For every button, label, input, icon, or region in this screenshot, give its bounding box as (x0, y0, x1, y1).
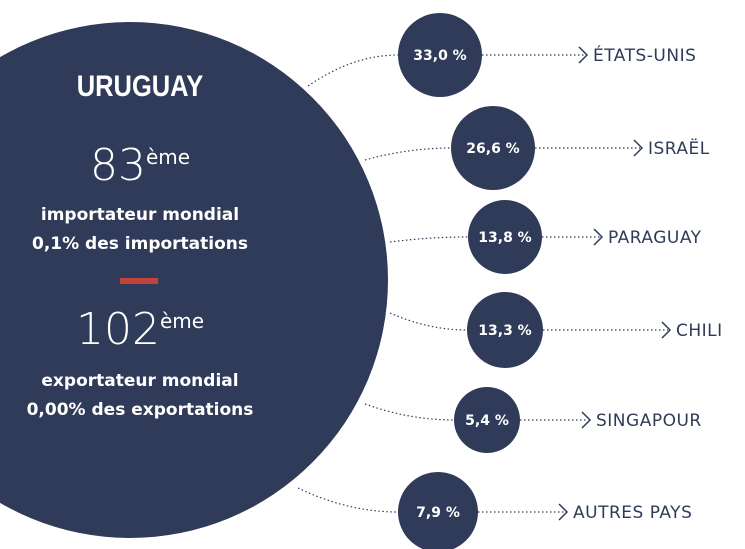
arrow (578, 46, 589, 64)
country-label: ÉTATS-UNIS (593, 44, 696, 66)
export-rank-line: 102ème (76, 304, 204, 355)
import-rank-line: 83ème (90, 140, 190, 191)
import-suffix: ème (146, 145, 190, 169)
share-label: 26,6 % (466, 141, 519, 157)
share-circle (398, 13, 482, 97)
import-rank: 83 (90, 140, 146, 191)
connector (307, 54, 399, 87)
share-label: 5,4 % (465, 413, 509, 429)
arrow (661, 321, 672, 339)
arrow (633, 139, 644, 157)
connector (364, 147, 452, 161)
country-label: AUTRES PAYS (573, 503, 692, 523)
connector (389, 236, 469, 243)
arrow (593, 228, 604, 246)
separator (120, 278, 158, 284)
country-label: CHILI (676, 321, 723, 341)
share-label: 13,3 % (478, 323, 531, 339)
export-rank: 102 (76, 304, 160, 355)
connector (389, 312, 468, 331)
country-label: PARAGUAY (608, 228, 702, 248)
country-circle (0, 22, 388, 538)
country-label: ISRAËL (648, 138, 710, 159)
share-label: 7,9 % (416, 505, 460, 521)
connector (364, 403, 455, 421)
export-suffix: ème (160, 309, 204, 333)
share-circle (398, 472, 478, 549)
country-label: SINGAPOUR (596, 411, 702, 431)
arrow (558, 503, 569, 521)
connector (297, 487, 399, 513)
import-label: importateur mondial (41, 205, 239, 225)
share-circle (451, 106, 535, 190)
share-label: 13,8 % (478, 230, 531, 246)
share-circle (454, 387, 520, 453)
share-label: 33,0 % (413, 48, 466, 64)
export-label: exportateur mondial (41, 371, 238, 391)
share-circle (467, 292, 543, 368)
export-share: 0,00% des exportations (27, 400, 254, 420)
arrow (581, 411, 592, 429)
share-circle (468, 200, 542, 274)
import-share: 0,1% des importations (32, 234, 248, 254)
country-name: URUGUAY (77, 69, 204, 102)
